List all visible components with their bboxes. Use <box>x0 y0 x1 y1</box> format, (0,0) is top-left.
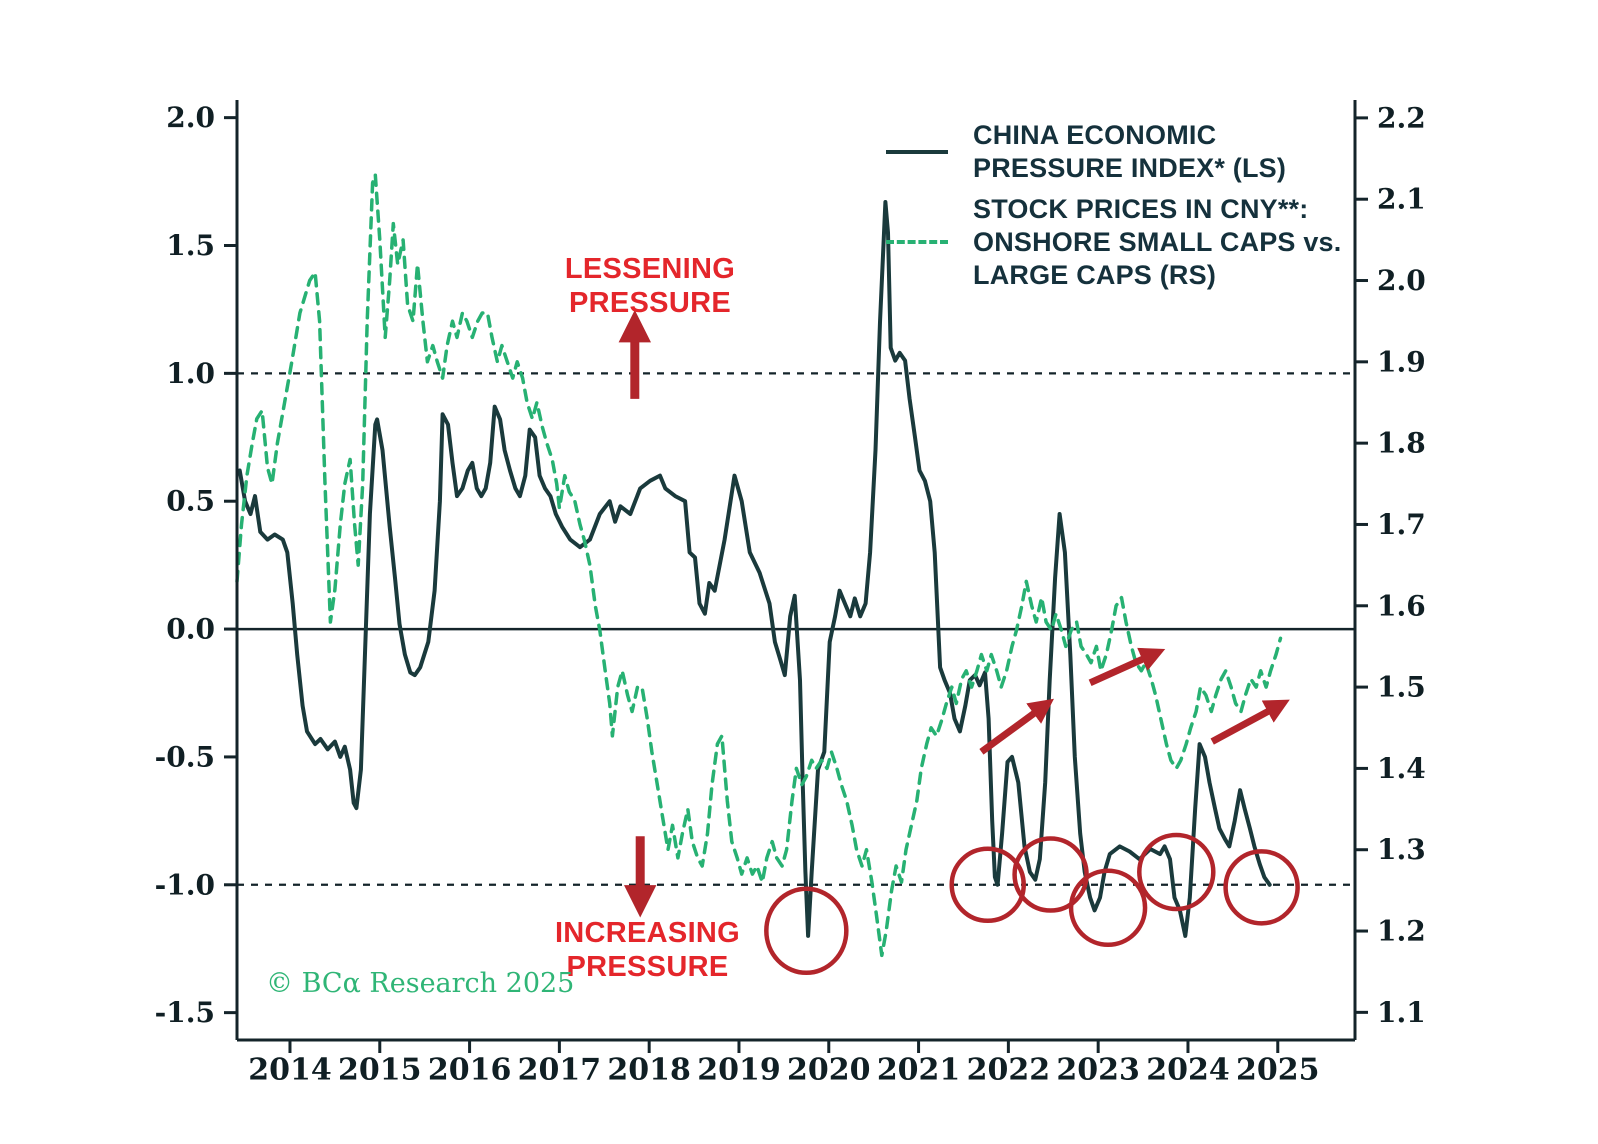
annotation-text-line: PRESSURE <box>569 287 731 319</box>
left-axis-tick-label: -0.5 <box>155 740 215 773</box>
series-line-smallcaps-ratio <box>235 173 1283 958</box>
lessening-pressure-label: LESSENING PRESSURE <box>550 252 750 320</box>
right-axis-tick-label: 2.1 <box>1377 183 1426 216</box>
annotation-text-line: LESSENING <box>564 253 736 285</box>
x-axis-year-label: 2022 <box>967 1053 1051 1088</box>
right-axis-tick-label: 2.2 <box>1377 101 1426 134</box>
x-axis-year-label: 2019 <box>697 1053 781 1088</box>
highlight-circle <box>1068 868 1148 948</box>
annotation-text-line: INCREASING <box>554 917 741 949</box>
right-axis-tick-label: 1.3 <box>1377 833 1426 866</box>
legend-text-line: ONSHORE SMALL CAPS vs. <box>973 227 1342 257</box>
x-axis-year-label: 2021 <box>877 1053 961 1088</box>
x-axis-year-label: 2025 <box>1236 1053 1320 1088</box>
left-axis-tick-label: -1.0 <box>155 868 215 901</box>
highlight-circle <box>1223 849 1300 926</box>
x-axis-year-label: 2023 <box>1056 1053 1140 1088</box>
annotation-text-line: PRESSURE <box>566 951 729 983</box>
legend-line-sample-smallcaps <box>886 240 948 244</box>
right-axis-tick-label: 1.5 <box>1377 671 1426 704</box>
x-axis-year-label: 2015 <box>338 1053 422 1088</box>
left-axis-tick-label: 2.0 <box>166 101 215 134</box>
x-axis-year-label: 2016 <box>428 1053 512 1088</box>
right-axis-tick-label: 1.6 <box>1377 589 1426 622</box>
copyright-notice: © BCα Research 2025 <box>266 968 575 999</box>
left-axis-tick-label: 1.5 <box>166 229 215 262</box>
x-axis-year-label: 2024 <box>1146 1053 1230 1088</box>
trend-up-arrow <box>1088 647 1166 686</box>
increasing-pressure-label: INCREASING PRESSURE <box>540 916 755 984</box>
legend-label-smallcaps: STOCK PRICES IN CNY**: ONSHORE SMALL CAP… <box>973 193 1341 292</box>
left-axis-tick-label: 0.0 <box>166 613 215 646</box>
left-axis-tick-label: -1.5 <box>155 996 215 1029</box>
right-axis-tick-label: 1.7 <box>1377 508 1426 541</box>
right-axis-tick-label: 1.9 <box>1377 345 1426 378</box>
legend-text-line: CHINA ECONOMIC <box>973 120 1217 150</box>
series-line-pressure-index <box>237 200 1272 938</box>
right-axis-tick-label: 1.2 <box>1377 915 1426 948</box>
highlight-circle <box>764 886 849 976</box>
legend-label-pressure-index: CHINA ECONOMIC PRESSURE INDEX* (LS) <box>973 119 1286 185</box>
right-axis-tick-label: 1.4 <box>1377 752 1426 785</box>
highlight-circle <box>1012 836 1089 913</box>
left-axis-tick-label: 1.0 <box>166 357 215 390</box>
highlight-circle <box>1137 832 1216 912</box>
legend-text-line: LARGE CAPS (RS) <box>973 260 1217 290</box>
right-axis-tick-label: 1.1 <box>1377 996 1426 1029</box>
x-axis-year-label: 2014 <box>248 1053 332 1088</box>
x-axis-year-label: 2017 <box>518 1053 602 1088</box>
right-axis-tick-label: 2.0 <box>1377 264 1426 297</box>
legend-text-line: STOCK PRICES IN CNY**: <box>973 194 1309 224</box>
x-axis-year-label: 2020 <box>787 1053 871 1088</box>
right-axis-tick-label: 1.8 <box>1377 427 1426 460</box>
trend-up-arrow <box>979 698 1054 755</box>
x-axis-year-label: 2018 <box>607 1053 691 1088</box>
highlight-circle <box>949 846 1026 924</box>
legend-text-line: PRESSURE INDEX* (LS) <box>973 153 1287 183</box>
trend-up-arrow <box>1210 699 1290 745</box>
legend-line-sample-pressure-index <box>886 150 948 154</box>
left-axis-tick-label: 0.5 <box>166 485 215 518</box>
